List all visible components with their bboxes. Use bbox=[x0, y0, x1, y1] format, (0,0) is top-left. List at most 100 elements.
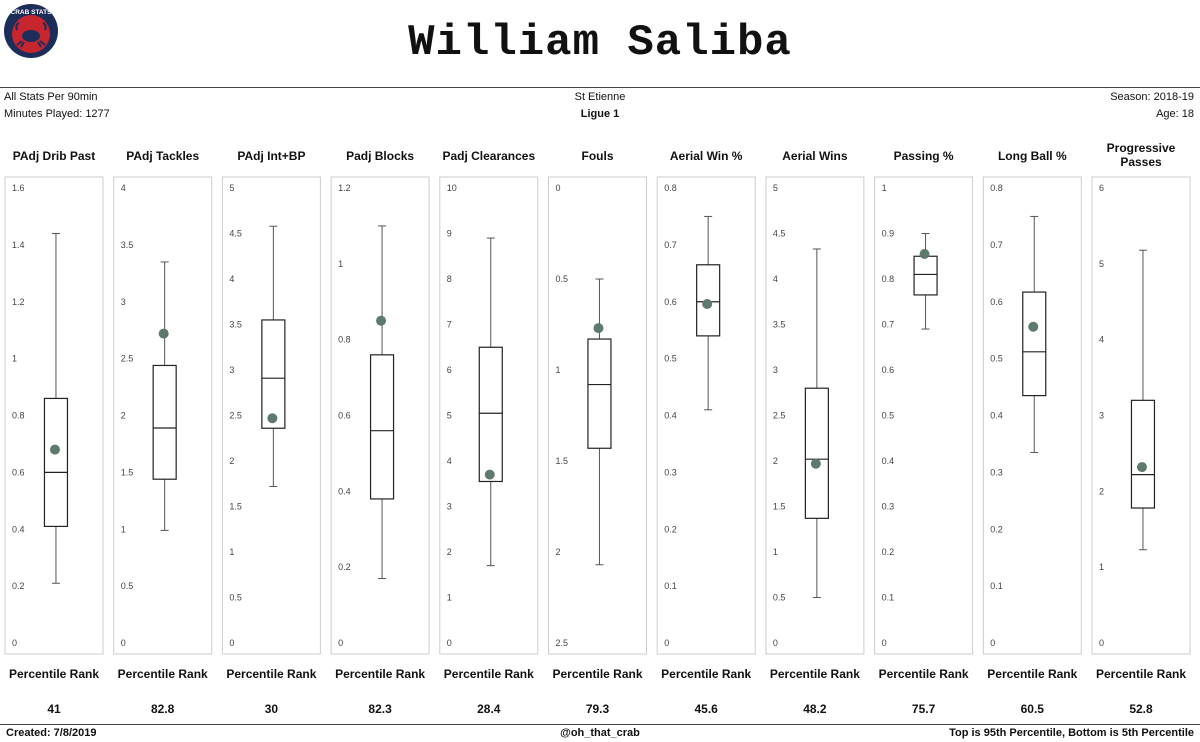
chart-panel bbox=[330, 176, 430, 655]
percentile-rank-value: 45.6 bbox=[694, 702, 718, 716]
chart-panel bbox=[765, 176, 865, 655]
player-marker bbox=[376, 315, 387, 326]
tick-label: 0 bbox=[990, 638, 995, 648]
tick-label: 0 bbox=[338, 638, 343, 648]
stat-title: Padj Clearances bbox=[442, 149, 536, 163]
chart-panel bbox=[1091, 176, 1191, 655]
percentile-rank-value: 82.3 bbox=[368, 702, 392, 716]
player-marker bbox=[1028, 321, 1039, 332]
tick-label: 3 bbox=[1099, 411, 1104, 421]
footer-divider bbox=[0, 724, 1200, 725]
tick-label: 1 bbox=[12, 354, 17, 364]
league-label: Ligue 1 bbox=[580, 108, 620, 120]
tick-label: 1 bbox=[229, 547, 234, 557]
percentile-rank-label: Percentile Rank bbox=[769, 667, 860, 681]
iqr-box bbox=[369, 354, 395, 500]
tick-label: 3.5 bbox=[229, 320, 242, 330]
tick-label: 8 bbox=[447, 274, 452, 284]
tick-label: 0.2 bbox=[882, 547, 895, 557]
tick-label: 0.5 bbox=[882, 411, 895, 421]
percentile-rank-label: Percentile Rank bbox=[117, 667, 208, 681]
stat-title: Padj Blocks bbox=[346, 149, 415, 163]
iqr-box bbox=[152, 364, 177, 480]
tick-label: 0.6 bbox=[664, 297, 677, 307]
stat-title: PAdj Drib Past bbox=[12, 149, 96, 163]
stat-title: Passing % bbox=[893, 149, 954, 163]
tick-label: 0.6 bbox=[338, 411, 351, 421]
tick-label: 5 bbox=[447, 411, 452, 421]
iqr-box bbox=[261, 319, 286, 429]
player-marker bbox=[1136, 462, 1147, 473]
tick-label: 0.7 bbox=[882, 320, 895, 330]
percentile-rank-label: Percentile Rank bbox=[1095, 667, 1187, 681]
tick-label: 0.8 bbox=[338, 335, 351, 345]
tick-label: 0 bbox=[556, 183, 561, 193]
tick-label: 2.5 bbox=[229, 411, 242, 421]
tick-label: 6 bbox=[1099, 183, 1104, 193]
chart-panel bbox=[656, 176, 756, 655]
tick-label: 0.4 bbox=[12, 524, 25, 534]
tick-label: 4.5 bbox=[229, 229, 242, 239]
tick-label: 6 bbox=[447, 365, 452, 375]
iqr-box bbox=[804, 387, 829, 519]
percentile-rank-value: 41 bbox=[47, 702, 61, 716]
tick-label: 2 bbox=[773, 456, 778, 466]
tick-label: 0.6 bbox=[12, 467, 25, 477]
club-label: St Etienne bbox=[574, 91, 626, 103]
tick-label: 1.6 bbox=[12, 183, 25, 193]
tick-label: 4 bbox=[121, 183, 126, 193]
tick-label: 0.5 bbox=[990, 354, 1003, 364]
tick-label: 0.3 bbox=[882, 502, 895, 512]
tick-label: 0.3 bbox=[664, 467, 677, 477]
percentile-rank-label: Percentile Rank bbox=[226, 667, 317, 681]
stat-title: Long Ball % bbox=[997, 149, 1067, 163]
tick-label: 0.2 bbox=[664, 524, 677, 534]
tick-label: 0.1 bbox=[664, 581, 677, 591]
tick-label: 2.5 bbox=[773, 411, 786, 421]
chart-panel bbox=[113, 176, 213, 655]
tick-label: 0.1 bbox=[990, 581, 1003, 591]
tick-label: 0.4 bbox=[882, 456, 895, 466]
tick-label: 1.2 bbox=[338, 183, 351, 193]
stat-title: Fouls bbox=[581, 149, 614, 163]
tick-label: 4.5 bbox=[773, 229, 786, 239]
season-label: Season: 2018-19 bbox=[1110, 91, 1194, 103]
tick-label: 0.9 bbox=[882, 229, 895, 239]
tick-label: 1 bbox=[338, 259, 343, 269]
iqr-box bbox=[913, 255, 938, 296]
logo-text: CRAB STATS bbox=[11, 9, 53, 16]
tick-label: 2 bbox=[1099, 486, 1104, 496]
percentile-rank-label: Percentile Rank bbox=[987, 667, 1078, 681]
stats-basis-label: All Stats Per 90min bbox=[4, 91, 98, 103]
tick-label: 1 bbox=[447, 593, 452, 603]
tick-label: 0.8 bbox=[664, 183, 677, 193]
tick-label: 7 bbox=[447, 320, 452, 330]
tick-label: 9 bbox=[447, 229, 452, 239]
tick-label: 3 bbox=[773, 365, 778, 375]
tick-label: 0.5 bbox=[121, 581, 134, 591]
tick-label: 0.5 bbox=[229, 593, 242, 603]
tick-label: 5 bbox=[229, 183, 234, 193]
tick-label: 1.4 bbox=[12, 240, 25, 250]
percentile-rank-value: 28.4 bbox=[477, 702, 501, 716]
tick-label: 4 bbox=[1099, 335, 1104, 345]
tick-label: 3 bbox=[229, 365, 234, 375]
stat-title: Progressive Passes bbox=[1106, 141, 1176, 169]
player-marker bbox=[158, 328, 169, 339]
tick-label: 1.5 bbox=[121, 467, 134, 477]
percentile-rank-label: Percentile Rank bbox=[661, 667, 752, 681]
iqr-box bbox=[1130, 399, 1156, 509]
tick-label: 2 bbox=[229, 456, 234, 466]
tick-label: 1 bbox=[882, 183, 887, 193]
tick-label: 1.5 bbox=[773, 502, 786, 512]
tick-label: 0 bbox=[1099, 638, 1104, 648]
iqr-box bbox=[1022, 291, 1047, 397]
percentile-rank-value: 79.3 bbox=[585, 702, 610, 716]
tick-label: 0.5 bbox=[664, 354, 677, 364]
tick-label: 0 bbox=[12, 638, 17, 648]
chart-panel bbox=[874, 176, 974, 655]
tick-label: 1 bbox=[773, 547, 778, 557]
player-marker bbox=[919, 248, 930, 259]
tick-label: 0 bbox=[121, 638, 126, 648]
